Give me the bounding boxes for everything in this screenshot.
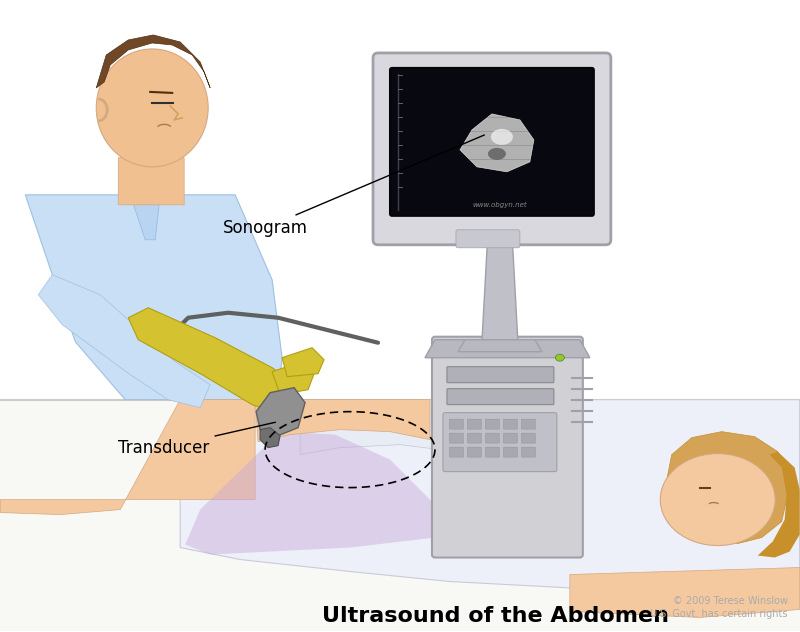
Polygon shape [272,362,314,394]
Polygon shape [38,275,210,408]
FancyBboxPatch shape [486,419,499,429]
FancyBboxPatch shape [373,53,611,245]
FancyBboxPatch shape [443,413,557,471]
Polygon shape [96,35,210,88]
FancyBboxPatch shape [432,337,583,557]
FancyBboxPatch shape [486,433,499,443]
Polygon shape [300,399,440,454]
Polygon shape [282,348,324,377]
FancyBboxPatch shape [450,433,463,443]
Polygon shape [118,152,184,205]
FancyBboxPatch shape [522,419,535,429]
Ellipse shape [491,129,513,145]
Polygon shape [665,432,790,544]
Polygon shape [482,232,518,342]
Polygon shape [458,340,542,351]
FancyBboxPatch shape [522,433,535,443]
FancyBboxPatch shape [447,367,554,383]
Text: www.obgyn.net: www.obgyn.net [473,202,527,208]
Polygon shape [460,114,534,172]
Text: Sonogram: Sonogram [223,135,484,237]
FancyBboxPatch shape [456,230,520,248]
FancyBboxPatch shape [503,433,518,443]
Polygon shape [26,195,282,399]
Text: Transducer: Transducer [118,422,275,457]
Polygon shape [260,428,280,447]
Text: © 2009 Terese Winslow
U.S. Govt. has certain rights: © 2009 Terese Winslow U.S. Govt. has cer… [650,596,788,619]
Polygon shape [570,568,800,617]
FancyBboxPatch shape [467,419,482,429]
Polygon shape [185,432,445,554]
Ellipse shape [96,49,208,167]
Polygon shape [425,340,590,358]
Polygon shape [0,399,800,631]
FancyBboxPatch shape [447,389,554,404]
Polygon shape [180,399,800,590]
Polygon shape [255,399,430,442]
Polygon shape [128,308,298,415]
FancyBboxPatch shape [467,447,482,457]
Polygon shape [0,399,255,514]
Polygon shape [758,452,800,557]
FancyBboxPatch shape [390,68,594,216]
FancyBboxPatch shape [467,433,482,443]
FancyBboxPatch shape [486,447,499,457]
FancyBboxPatch shape [503,447,518,457]
FancyBboxPatch shape [503,419,518,429]
FancyBboxPatch shape [522,447,535,457]
Polygon shape [256,387,305,435]
Ellipse shape [555,354,564,362]
FancyBboxPatch shape [450,447,463,457]
Text: Ultrasound of the Abdomen: Ultrasound of the Abdomen [322,606,670,626]
Ellipse shape [660,454,775,545]
Polygon shape [130,195,160,240]
Ellipse shape [488,148,506,160]
FancyBboxPatch shape [450,419,463,429]
